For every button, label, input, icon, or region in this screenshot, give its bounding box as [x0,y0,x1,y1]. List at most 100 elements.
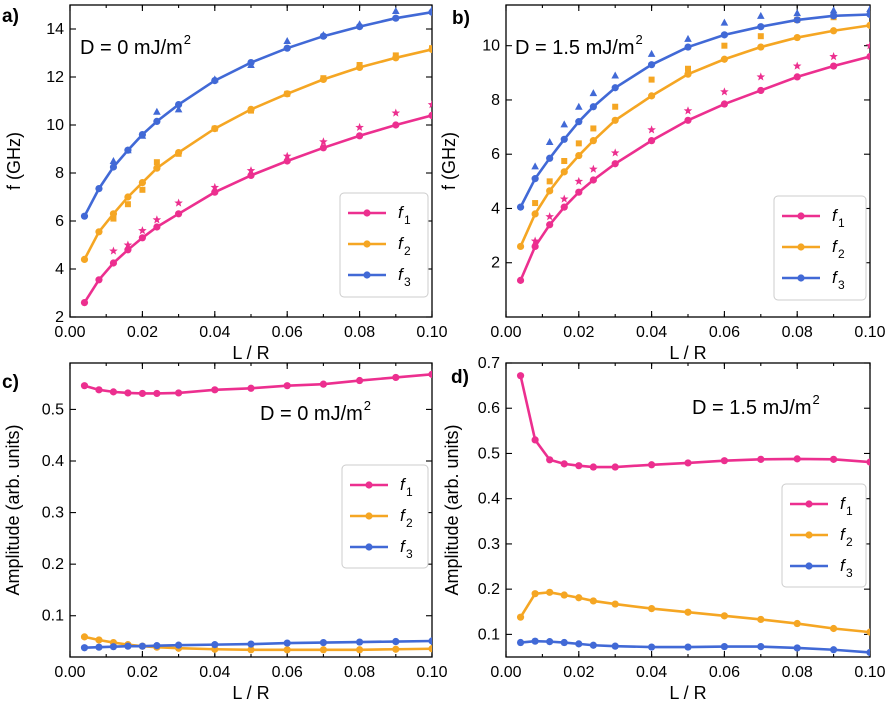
series-line [519,591,870,634]
data-point [319,380,327,388]
star-marker [792,61,802,70]
star-marker [174,198,183,207]
legend-marker [797,212,805,220]
data-point [247,105,255,113]
y-tick-label: 6 [491,146,500,163]
data-point [319,646,327,654]
triangle-marker [757,11,765,19]
series-f2 [516,21,870,251]
data-point [793,16,801,24]
star-marker [427,100,432,109]
square-marker [110,215,117,222]
data-point [793,619,801,628]
data-point [153,389,161,398]
data-point [575,188,583,196]
data-point [392,645,400,653]
y-tick-label: 4 [491,200,500,217]
data-point [124,642,132,650]
y-tick-label: 12 [46,69,64,86]
data-point [138,131,146,139]
data-point [546,456,554,464]
data-point [531,210,539,218]
data-point [546,638,554,646]
star-marker [319,137,328,146]
data-point [175,210,183,218]
data-point [95,643,103,651]
legend-marker [363,240,371,248]
legend-marker [363,271,371,279]
data-point [648,461,656,469]
panel-d: 0.00 0.02 0.04 0.06 0.08 0.10 0.1 0.2 0.3 0.4 0.5 0… [442,355,886,703]
plot-area [80,370,432,654]
star-marker [545,212,554,221]
data-point [720,55,729,63]
series-line [519,55,870,281]
x-tick-label: 0.10 [854,324,885,341]
data-point [428,637,432,645]
data-point [757,86,765,95]
x-tick-label: 0.08 [344,664,375,681]
data-point [589,176,597,184]
data-point [546,154,554,162]
legend-label-subscript: 2 [846,535,853,549]
star-marker [589,164,598,173]
legend-label: f [400,506,407,525]
annotation-text: D = 0 mJ/m [80,37,183,59]
data-point [428,8,432,16]
data-point [720,100,729,108]
annotation-text: D = 0 mJ/m [260,403,363,425]
legend-label: f [398,265,405,284]
data-point [611,116,619,124]
x-tick-label: 0.08 [344,324,375,341]
plot-area [516,5,870,284]
star-marker [720,87,729,96]
triangle-marker [589,89,598,97]
y-tick-label: 8 [55,165,64,182]
data-point [109,259,118,267]
data-point [211,386,219,394]
annotation-superscript: 2 [184,32,191,47]
y-tick-label: 0.3 [478,536,500,553]
data-point [211,125,219,133]
y-tick-label: 0.1 [478,626,500,643]
data-point [575,118,583,126]
y-tick-label: 0.4 [478,491,500,508]
x-tick-label: 0.08 [782,324,813,341]
legend-label: f [398,203,405,222]
data-point [124,146,132,154]
legend-label: f [840,525,847,544]
y-axis-label: Amplitude (arb. units) [442,424,462,595]
data-point [684,116,692,124]
y-axis-label: f (GHz) [4,132,24,190]
x-tick-label: 0.00 [54,324,85,341]
y-tick-label: 10 [482,38,500,55]
x-tick-label: 0.00 [490,664,521,681]
data-point [175,149,183,157]
square-marker [532,200,539,207]
x-tick-label: 0.02 [127,664,158,681]
data-point [531,175,539,183]
legend-marker [805,531,813,539]
legend-label-subscript: 2 [404,244,411,258]
data-point [124,246,132,254]
data-point [247,384,255,392]
data-point [283,90,291,98]
x-tick-label: 0.06 [272,664,303,681]
data-point [247,171,255,179]
star-marker [647,125,656,134]
data-point [516,372,525,380]
data-point [175,641,183,649]
triangle-marker [720,18,729,26]
data-point [757,455,765,463]
star-marker [829,52,838,61]
square-marker [124,201,131,208]
data-point [80,644,89,652]
scatter-f1 [530,41,870,245]
star-marker [530,236,540,245]
data-point [283,646,291,654]
